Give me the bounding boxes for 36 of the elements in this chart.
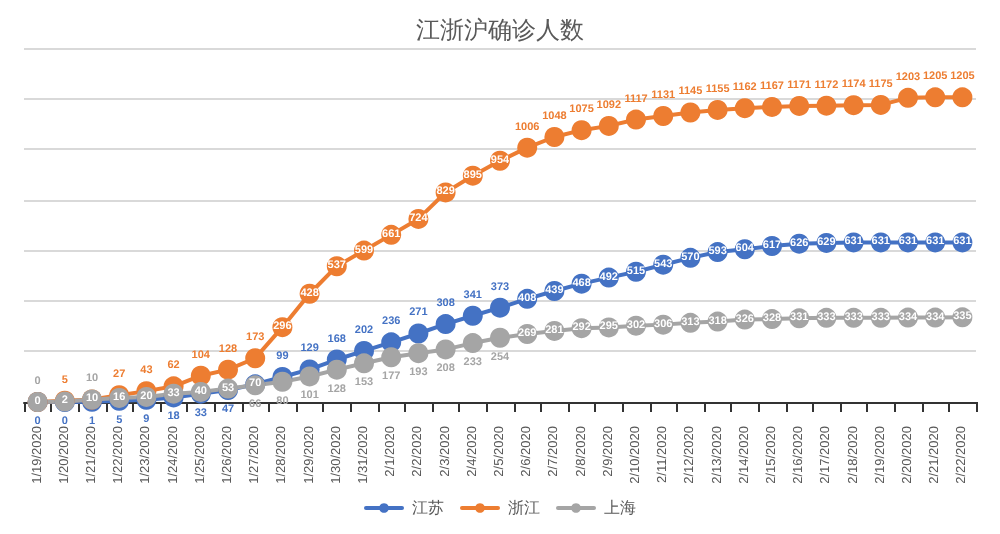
point	[490, 297, 510, 318]
point	[517, 137, 538, 158]
point	[653, 106, 674, 127]
point	[707, 99, 728, 120]
chart-title: 江浙沪确诊人数	[416, 16, 584, 44]
point	[843, 95, 864, 116]
point	[408, 323, 429, 344]
point	[925, 87, 946, 108]
point	[272, 371, 293, 392]
point	[680, 102, 701, 123]
point	[435, 339, 456, 360]
point	[299, 366, 320, 387]
legend-label: 浙江	[508, 499, 540, 517]
point	[598, 115, 619, 136]
point	[870, 94, 891, 115]
point	[462, 305, 483, 326]
point	[245, 348, 266, 369]
point	[544, 127, 565, 147]
point	[408, 343, 429, 364]
point	[381, 347, 402, 368]
point	[734, 98, 755, 119]
point	[435, 314, 456, 335]
point	[626, 109, 646, 130]
point	[326, 359, 347, 380]
legend-label: 江苏	[412, 499, 444, 517]
point	[218, 359, 238, 380]
legend-label: 上海	[604, 499, 636, 517]
point	[462, 333, 483, 354]
point	[816, 95, 837, 116]
point	[952, 87, 973, 108]
point	[898, 87, 918, 108]
point	[571, 120, 592, 141]
point	[490, 327, 510, 348]
point	[789, 95, 810, 116]
point	[762, 96, 782, 117]
point	[354, 353, 374, 374]
